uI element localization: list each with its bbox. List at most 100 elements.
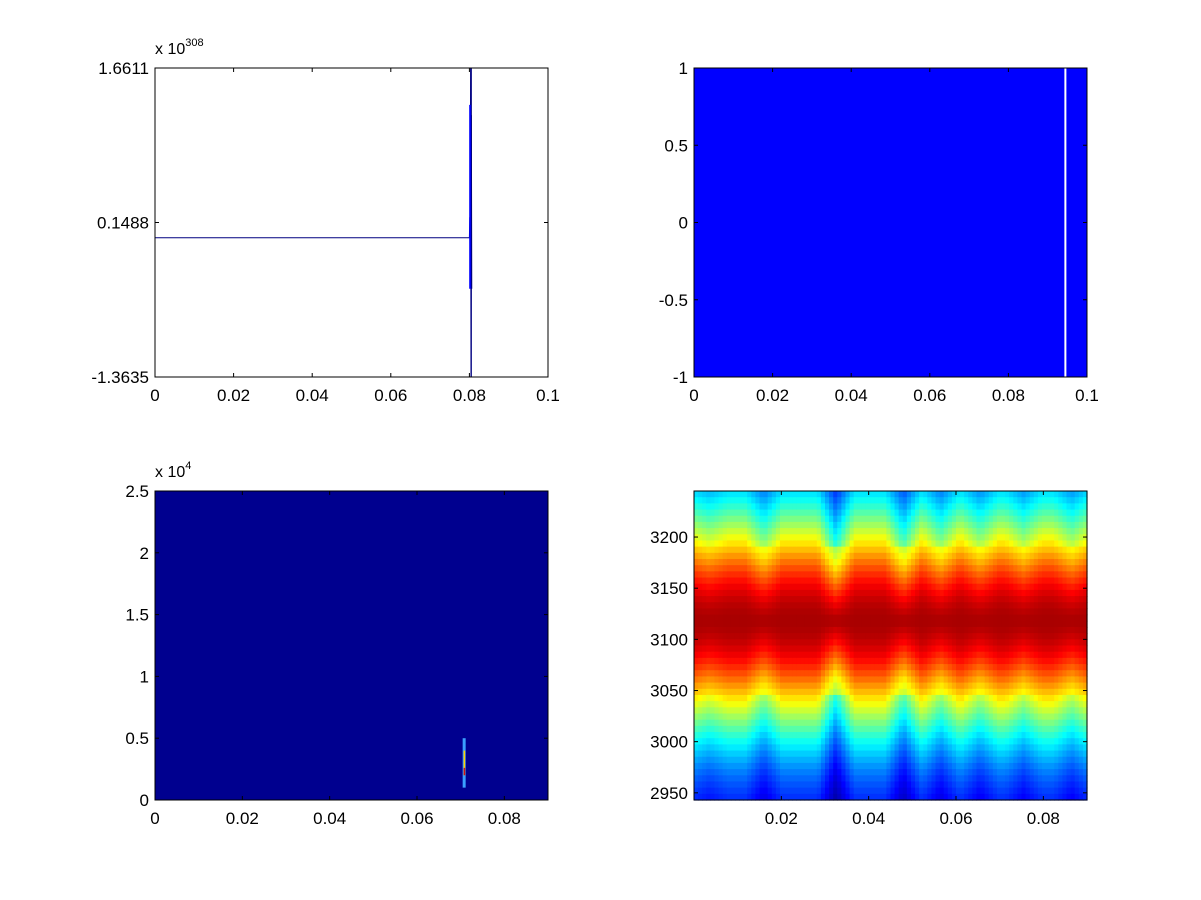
heatmap-cell: [734, 725, 740, 733]
heatmap-cell: [698, 787, 703, 795]
heatmap-cell: [841, 565, 847, 572]
heatmap-cell: [771, 558, 777, 566]
heatmap-cell: [1078, 769, 1084, 776]
heatmap-cell: [734, 738, 740, 745]
heatmap-cell: [1037, 694, 1043, 702]
heatmap-cell: [865, 719, 871, 727]
heatmap-cell: [1054, 676, 1059, 684]
heatmap-cell: [923, 620, 928, 628]
heatmap-cell: [886, 608, 892, 616]
heatmap-cell: [800, 657, 806, 665]
heatmap-cell: [1066, 546, 1072, 554]
heatmap-cell: [792, 762, 797, 770]
heatmap-cell: [755, 558, 761, 566]
heatmap-cell: [915, 713, 920, 721]
heatmap-cell: [845, 639, 851, 647]
heatmap-cell: [992, 688, 998, 696]
heatmap-cell: [845, 608, 851, 616]
heatmap-cell: [857, 732, 863, 739]
heatmap-cell: [792, 565, 797, 572]
heatmap-cell: [857, 497, 863, 504]
heatmap-cell: [718, 589, 724, 597]
heatmap-cell: [882, 571, 887, 579]
heatmap-cell: [1029, 744, 1035, 752]
heatmap-cell: [759, 633, 765, 640]
heatmap-cell: [841, 787, 847, 795]
heatmap-cell: [992, 664, 998, 671]
heatmap-cell: [972, 577, 978, 585]
heatmap-cell: [890, 769, 896, 776]
heatmap-cell: [964, 534, 969, 542]
heatmap-cell: [1062, 725, 1068, 733]
heatmap-cell: [784, 565, 789, 572]
heatmap-cell: [829, 750, 834, 758]
heatmap-cell: [902, 577, 908, 585]
heatmap-cell: [775, 738, 781, 745]
heatmap-cell: [992, 528, 998, 535]
heatmap-cell: [849, 596, 855, 603]
heatmap-cell: [865, 509, 871, 517]
heatmap-cell: [906, 657, 912, 665]
heatmap-cell: [910, 515, 916, 523]
heatmap-cell: [878, 614, 883, 622]
heatmap-cell: [755, 701, 761, 708]
heatmap-cell: [751, 744, 756, 752]
heatmap-cell: [894, 503, 900, 511]
heatmap-cell: [857, 713, 863, 721]
heatmap-cell: [796, 664, 802, 671]
heatmap-cell: [968, 620, 973, 628]
heatmap-cell: [878, 620, 883, 628]
heatmap-cell: [976, 639, 982, 647]
heatmap-cell: [870, 626, 875, 634]
heatmap-cell: [706, 657, 711, 665]
heatmap-cell: [763, 719, 769, 727]
heatmap-cell: [931, 645, 937, 653]
heatmap-cell: [816, 528, 822, 535]
heatmap-cell: [849, 676, 855, 684]
heatmap-cell: [747, 651, 752, 659]
heatmap-cell: [841, 596, 847, 603]
heatmap-cell: [804, 787, 810, 795]
heatmap-cell: [714, 769, 720, 776]
heatmap-cell: [1025, 769, 1031, 776]
heatmap-cell: [890, 732, 896, 739]
heatmap-cell: [730, 781, 736, 789]
heatmap-cell: [825, 577, 830, 585]
heatmap-cell: [886, 497, 892, 504]
heatmap-cell: [833, 707, 838, 715]
heatmap-cell: [694, 701, 699, 708]
heatmap-cell: [767, 565, 773, 572]
heatmap-cell: [825, 491, 830, 498]
heatmap-cell: [800, 670, 806, 677]
heatmap-cell: [1078, 503, 1084, 511]
heatmap-cell: [1037, 670, 1043, 677]
heatmap-cell: [837, 664, 842, 671]
heatmap-cell: [804, 521, 810, 529]
heatmap-cell: [996, 565, 1002, 572]
heatmap-cell: [906, 682, 912, 690]
heatmap-cell: [816, 614, 822, 622]
heatmap-cell: [1025, 762, 1031, 770]
heatmap-cell: [726, 738, 732, 745]
heatmap-cell: [706, 775, 711, 783]
heatmap-cell: [1066, 664, 1072, 671]
heatmap-cell: [1046, 626, 1051, 634]
heatmap-cell: [1021, 769, 1027, 776]
heatmap-cell: [1054, 596, 1059, 603]
heatmap-cell: [1070, 552, 1076, 560]
heatmap-cell: [1046, 620, 1051, 628]
heatmap-cell: [763, 664, 769, 671]
heatmap-cell: [698, 719, 703, 727]
heatmap-cell: [706, 602, 711, 610]
heatmap-cell: [1025, 546, 1031, 554]
heatmap-cell: [1037, 521, 1043, 529]
heatmap-cell: [1074, 676, 1080, 684]
heatmap-cell: [1058, 787, 1064, 795]
heatmap-cell: [1041, 509, 1047, 517]
heatmap-cell: [726, 701, 732, 708]
heatmap-cell: [1041, 676, 1047, 684]
heatmap-cell: [915, 602, 920, 610]
heatmap-cell: [779, 552, 785, 560]
heatmap-cell: [1017, 608, 1023, 616]
heatmap-cell: [722, 756, 728, 764]
